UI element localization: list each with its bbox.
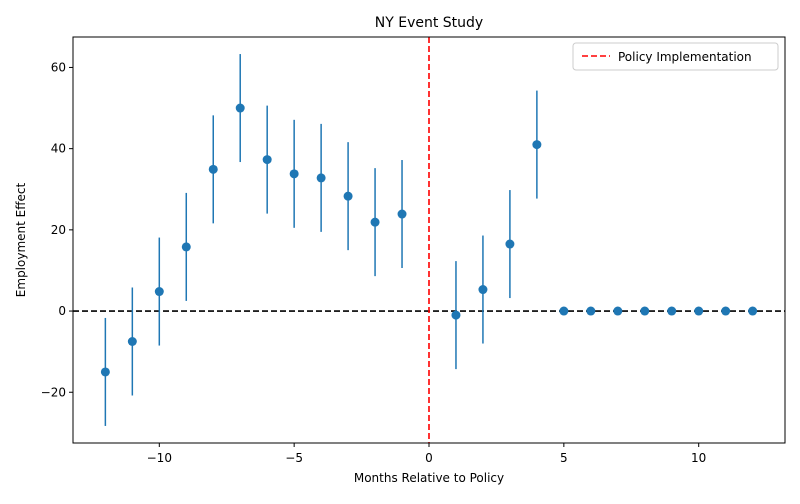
x-tick-label: 0 [425, 451, 433, 465]
legend-label-policy: Policy Implementation [618, 50, 752, 64]
chart-title: NY Event Study [375, 15, 483, 31]
data-point [181, 242, 191, 252]
data-point [505, 239, 515, 249]
data-point [586, 306, 596, 316]
y-axis: −20 0 20 40 60 [41, 60, 73, 399]
data-point [154, 287, 164, 297]
data-point [748, 306, 758, 316]
data-point [127, 337, 137, 346]
data-point [316, 173, 326, 183]
y-tick-label: 20 [51, 223, 66, 237]
data-point [640, 306, 650, 316]
data-point [100, 367, 110, 377]
x-tick-label: −10 [147, 451, 172, 465]
x-axis: −10 −5 0 5 10 [147, 443, 706, 465]
legend-box [572, 42, 779, 71]
x-axis-label: Months Relative to Policy [354, 471, 504, 485]
data-point [478, 285, 488, 295]
x-tick-label: 10 [691, 451, 706, 465]
data-point [262, 155, 272, 165]
data-point [289, 169, 299, 179]
y-tick-label: 40 [51, 142, 66, 156]
data-point [532, 140, 542, 150]
data-point [667, 306, 677, 316]
data-point [343, 191, 353, 201]
y-tick-label: 60 [51, 60, 66, 74]
data-point [208, 164, 218, 174]
data-point [613, 306, 623, 316]
data-point [451, 310, 461, 320]
data-point [397, 209, 407, 219]
plot-area [73, 37, 785, 443]
y-tick-label: −20 [41, 385, 66, 399]
x-tick-label: −5 [285, 451, 303, 465]
legend: Policy Implementation [572, 42, 779, 71]
x-tick-label: 5 [560, 451, 568, 465]
data-point [721, 306, 731, 316]
data-point [559, 306, 569, 316]
data-point [370, 217, 380, 227]
data-point [694, 306, 704, 316]
y-tick-label: 0 [58, 304, 66, 318]
y-axis-label: Employment Effect [14, 183, 28, 298]
data-point [235, 103, 245, 113]
